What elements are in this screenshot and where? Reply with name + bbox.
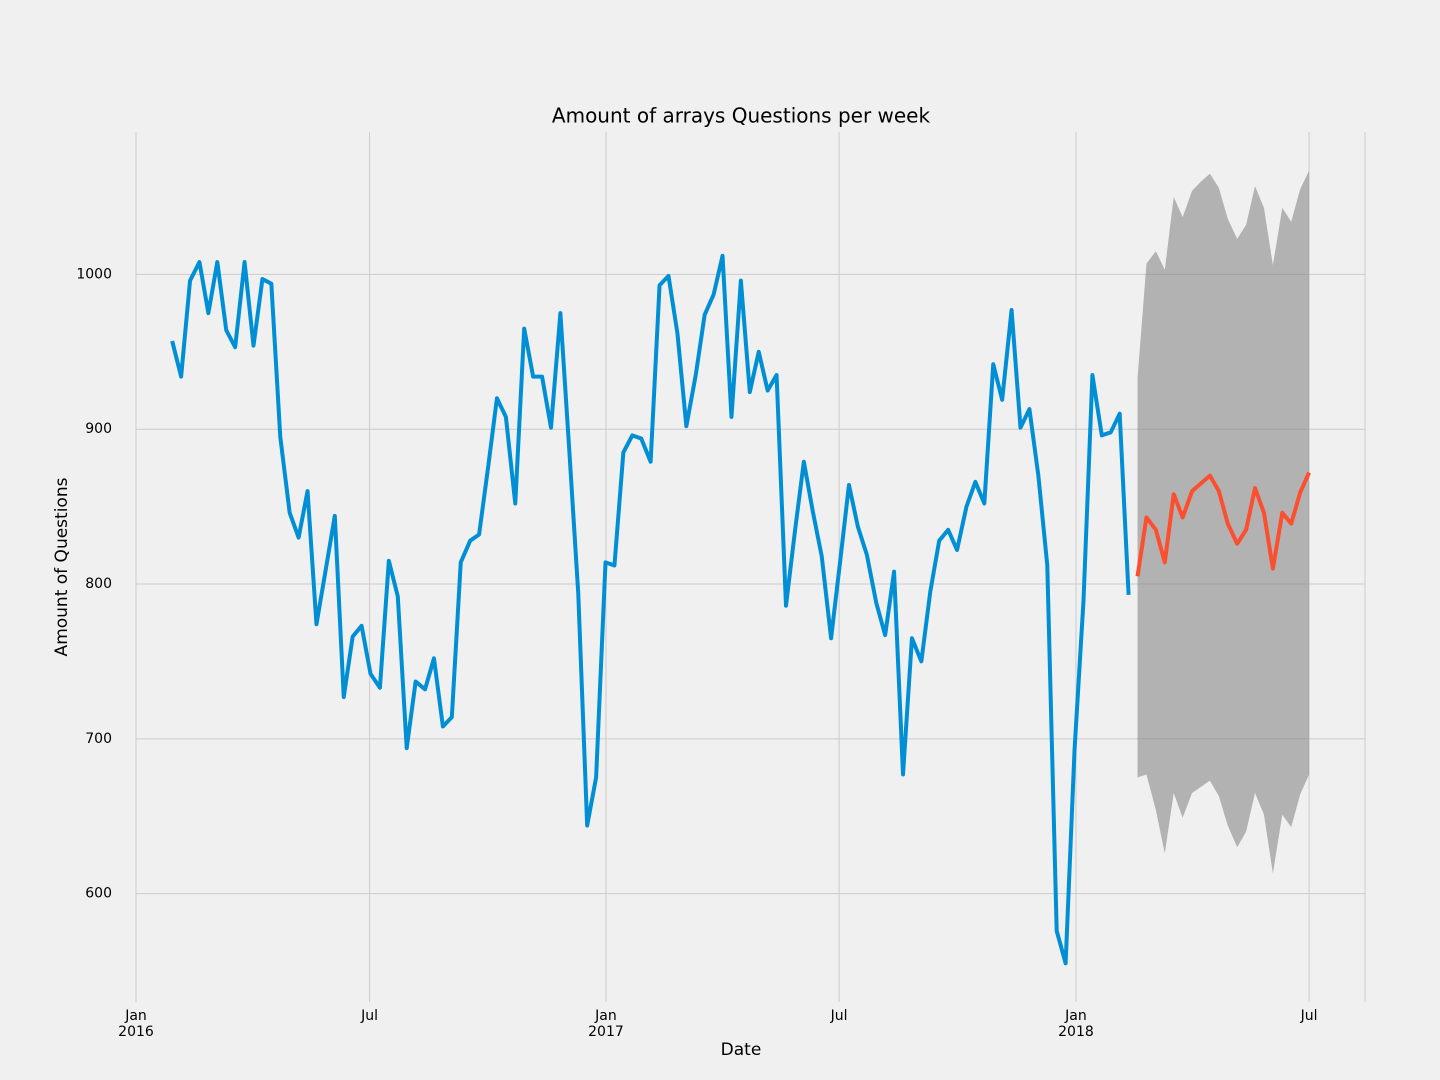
x-tick-label: Jan 2018	[1058, 1008, 1094, 1040]
x-tick-label: Jan 2017	[588, 1008, 624, 1040]
y-tick-label: 800	[85, 576, 112, 592]
y-tick-label: 1000	[76, 266, 112, 282]
x-tick-label: Jan 2016	[118, 1008, 154, 1040]
data-line	[1135, 471, 1311, 577]
x-tick-label: Jul	[1300, 1008, 1318, 1024]
data-line	[170, 253, 1131, 966]
x-axis-label: Date	[721, 1040, 762, 1060]
y-tick-label: 600	[85, 886, 112, 902]
x-tick-label: Jul	[361, 1008, 379, 1024]
confidence-band	[1137, 170, 1310, 874]
y-axis-label: Amount of Questions	[52, 477, 72, 656]
x-tick-label: Jul	[830, 1008, 848, 1024]
chart-title: Amount of arrays Questions per week	[552, 104, 931, 128]
y-tick-label: 900	[85, 421, 112, 437]
y-tick-label: 700	[85, 731, 112, 747]
